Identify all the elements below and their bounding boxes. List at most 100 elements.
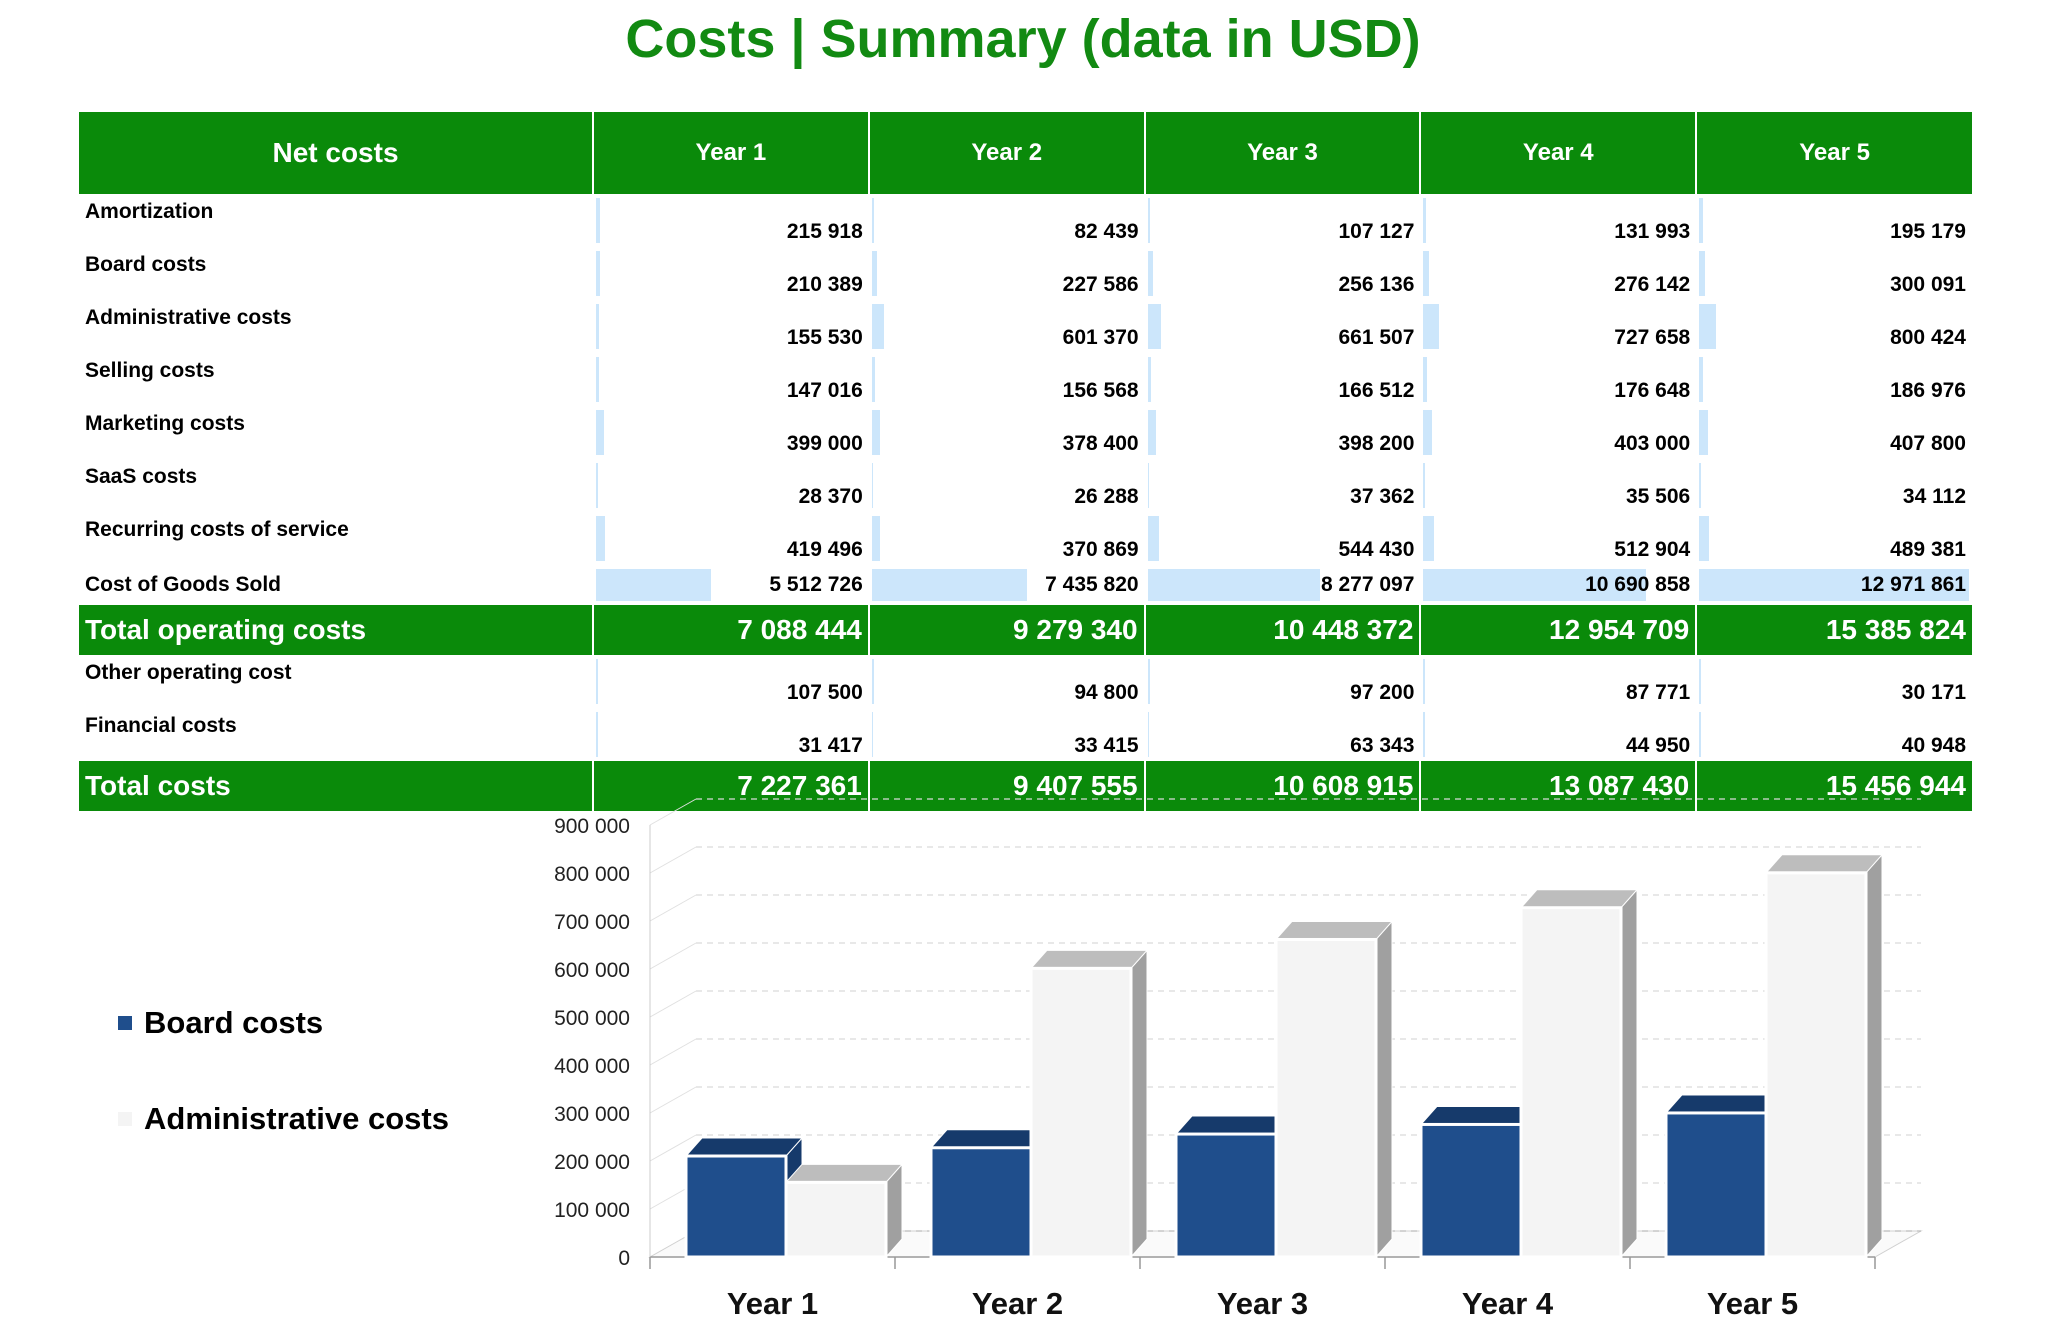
table-cell: 215 918 — [593, 194, 869, 247]
y-tick-label: 400 000 — [554, 1055, 630, 1078]
data-bar — [1423, 304, 1439, 349]
table-cell: 398 200 — [1145, 406, 1421, 459]
table-cell: 227 586 — [869, 247, 1145, 300]
bar — [1274, 937, 1378, 1259]
table-cell: 195 179 — [1696, 194, 1972, 247]
data-bar — [1423, 463, 1425, 508]
total-operating-row: Total operating costs 7 088 444 9 279 340 1… — [79, 605, 1972, 655]
table-cell: 94 800 — [869, 655, 1145, 708]
gridline-side — [649, 990, 697, 1018]
cell-value: 378 400 — [1062, 432, 1139, 455]
cell-value: 176 648 — [1614, 379, 1691, 402]
table-cell: 10 690 858 — [1420, 565, 1696, 605]
data-bar — [596, 516, 605, 561]
gridline-side — [649, 894, 697, 922]
row-label: SaaS costs — [85, 465, 198, 488]
x-tick-label: Year 3 — [1217, 1286, 1308, 1321]
legend-label-board: Board costs — [144, 1005, 324, 1040]
total-cell: 7 088 444 — [592, 605, 869, 655]
data-bar — [1699, 569, 1970, 601]
cell-value: 256 136 — [1338, 273, 1415, 296]
total-cell: 10 608 915 — [1143, 761, 1421, 811]
legend-swatch-admin — [118, 1112, 132, 1126]
cell-value: 7 435 820 — [1045, 573, 1139, 596]
x-tick-label: Year 4 — [1462, 1286, 1554, 1321]
table-cell: 35 506 — [1420, 459, 1696, 512]
gridline-side — [649, 942, 697, 970]
data-bar — [596, 198, 601, 243]
cell-value: 399 000 — [786, 432, 863, 455]
bar — [1519, 906, 1623, 1259]
cell-value: 33 415 — [1074, 734, 1139, 757]
data-bar — [596, 304, 600, 349]
bar-side — [1620, 888, 1638, 1259]
data-bar — [1147, 463, 1150, 508]
table-cell: 403 000 — [1420, 406, 1696, 459]
table-cell: 489 381 — [1696, 512, 1972, 565]
cell-value: 407 800 — [1890, 432, 1966, 455]
table-cell: 107 127 — [1145, 194, 1421, 247]
data-bar — [596, 712, 598, 757]
data-bar — [596, 357, 600, 402]
table-cell: 5 512 726 — [593, 565, 869, 605]
table-cell: 30 171 — [1696, 655, 1972, 708]
cell-value: 31 417 — [798, 734, 863, 757]
table-cell: 40 948 — [1696, 708, 1972, 761]
header-year-5: Year 5 — [1695, 112, 1972, 194]
data-bar — [1423, 357, 1428, 402]
table-cell: 7 435 820 — [869, 565, 1145, 605]
data-bar — [871, 357, 876, 402]
legend-label-admin: Administrative costs — [144, 1101, 449, 1136]
cell-value: 661 507 — [1338, 326, 1415, 349]
bar-top — [784, 1163, 904, 1183]
x-tick-label: Year 2 — [972, 1286, 1063, 1321]
total-label: Total costs — [79, 761, 593, 811]
x-tick-label: Year 1 — [727, 1286, 818, 1321]
cell-value: 40 948 — [1901, 734, 1966, 757]
cell-value: 166 512 — [1338, 379, 1415, 402]
data-bar — [1147, 712, 1150, 757]
data-bar — [1423, 410, 1432, 455]
data-bar — [1423, 569, 1646, 601]
data-bar — [1699, 659, 1701, 704]
table-cell: 176 648 — [1420, 353, 1696, 406]
bar-top — [1764, 854, 1884, 874]
cell-value: 419 496 — [786, 538, 863, 561]
table-cell: 34 112 — [1696, 459, 1972, 512]
table-cell: 31 417 — [593, 708, 869, 761]
cell-value: 186 976 — [1890, 379, 1966, 402]
row-label: Amortization — [85, 200, 214, 223]
data-bar — [1699, 198, 1704, 243]
total-label: Total operating costs — [79, 605, 593, 655]
header-year-1: Year 1 — [592, 112, 869, 194]
y-tick-label: 100 000 — [554, 1199, 630, 1222]
data-bar — [871, 251, 877, 296]
total-cell: 10 448 372 — [1143, 605, 1421, 655]
data-bar — [1699, 357, 1704, 402]
table-cell: 147 016 — [593, 353, 869, 406]
cell-value: 34 112 — [1902, 485, 1966, 508]
cell-value: 276 142 — [1614, 273, 1691, 296]
table-cell: 419 496 — [593, 512, 869, 565]
table-cell: 26 288 — [869, 459, 1145, 512]
table-body: Amortization 215 918 82 439 107 127 131 993 1… — [79, 194, 1972, 811]
cell-value: 195 179 — [1890, 220, 1966, 243]
data-bar — [1699, 304, 1716, 349]
cell-value: 63 343 — [1350, 734, 1415, 757]
cell-value: 727 658 — [1614, 326, 1691, 349]
cell-value: 489 381 — [1890, 538, 1966, 561]
table-cell: 300 091 — [1696, 247, 1972, 300]
data-bar — [1699, 712, 1701, 757]
cell-value: 8 277 097 — [1320, 573, 1415, 596]
costs-bar-chart: 900 000 800 000 700 000 600 000 500 000 400 0… — [554, 798, 1923, 1321]
legend-swatch-board — [118, 1016, 132, 1030]
table-cell: 97 200 — [1145, 655, 1421, 708]
table-cell: 544 430 — [1145, 512, 1421, 565]
total-cell: 7 227 361 — [592, 761, 869, 811]
table-header-row: Net costs Year 1 Year 2 Year 3 Year 4 Ye… — [79, 112, 1972, 194]
table-cell: 727 658 — [1420, 300, 1696, 353]
cell-value: 35 506 — [1625, 485, 1691, 508]
cell-value: 12 971 861 — [1860, 573, 1966, 596]
cell-value: 5 512 726 — [769, 573, 863, 596]
header-year-3: Year 3 — [1143, 112, 1421, 194]
